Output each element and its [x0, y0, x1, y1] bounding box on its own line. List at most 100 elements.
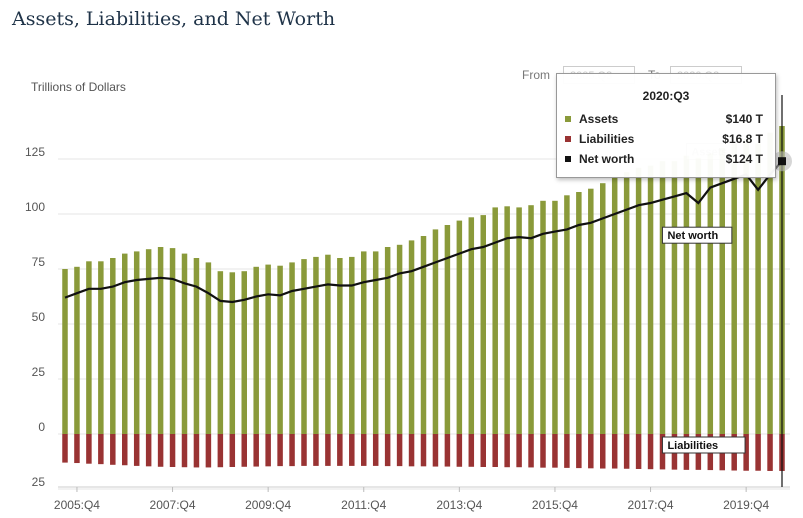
assets-bar — [492, 207, 498, 434]
x-tick-label: 2009:Q4 — [245, 498, 291, 512]
liabilities-bar — [349, 434, 355, 466]
x-tick-label: 2007:Q4 — [150, 498, 196, 512]
tooltip-row-liabilities: Liabilities $16.8 T — [557, 129, 775, 149]
liabilities-bar — [62, 434, 68, 463]
tooltip-period: 2020:Q3 — [642, 89, 690, 103]
assets-bar — [229, 272, 236, 434]
assets-bar — [122, 253, 128, 434]
liabilities-bar — [396, 434, 403, 467]
net-worth-line — [64, 160, 783, 304]
liabilities-bar — [420, 434, 427, 467]
y-tick-label: 25 — [32, 365, 46, 379]
liabilities-bar — [253, 434, 259, 467]
assets-bar — [432, 229, 439, 434]
liabilities-bar — [767, 434, 773, 471]
annotation-box — [661, 226, 733, 244]
liabilities-bar — [516, 434, 522, 468]
assets-bar — [659, 161, 666, 434]
liabilities-bar — [110, 434, 116, 465]
assets-bar — [588, 188, 594, 434]
assets-bar — [169, 248, 176, 434]
annotation-net-worth: Net worth — [661, 226, 733, 244]
liabilities-bar — [74, 434, 80, 464]
tooltip-series-value: $140 T — [725, 112, 763, 126]
liabilities-bar — [157, 434, 164, 467]
liabilities-bar — [122, 434, 128, 466]
liabilities-bar — [193, 434, 200, 468]
liabilities-bar — [372, 434, 379, 466]
x-tick-label: 2013:Q4 — [436, 498, 482, 512]
y-tick-label: 100 — [25, 200, 45, 214]
assets-bar — [623, 172, 630, 434]
assets-bar — [516, 207, 522, 434]
annotation-liabilities: Liabilities — [661, 436, 746, 454]
liabilities-bar — [98, 434, 104, 465]
assets-bar — [349, 256, 355, 434]
range-from-label: From — [522, 68, 550, 82]
assets-bar — [683, 155, 690, 434]
assets-bar — [384, 247, 391, 434]
assets-bar — [265, 264, 271, 434]
liabilities-bar — [337, 434, 343, 466]
assets-bar — [98, 261, 104, 434]
assets-bar — [325, 254, 331, 434]
assets-bar — [444, 225, 451, 434]
liabilities-bar — [145, 434, 152, 467]
assets-swatch-icon — [565, 116, 571, 122]
liabilities-bar — [623, 434, 630, 469]
assets-bar — [695, 157, 702, 434]
liabilities-bar — [169, 434, 176, 467]
liabilities-bar — [133, 434, 140, 466]
assets-bar — [647, 165, 654, 434]
liabilities-bar — [743, 434, 749, 471]
assets-bar — [540, 200, 546, 434]
liabilities-bar — [635, 434, 642, 469]
assets-bar — [313, 256, 319, 434]
assets-bar — [62, 269, 68, 434]
tooltip-row-net-worth: Net worth $124 T — [557, 149, 775, 169]
assets-bar — [528, 205, 534, 434]
x-tick-label: 2015:Q4 — [532, 498, 578, 512]
x-tick-label: 2017:Q4 — [628, 498, 674, 512]
liabilities-bar — [313, 434, 319, 466]
liabilities-bar — [241, 434, 247, 467]
assets-bar — [635, 167, 642, 435]
liabilities-bar — [432, 434, 439, 467]
assets-bar — [408, 240, 415, 434]
liabilities-bar — [588, 434, 594, 469]
tooltip-series-name: Liabilities — [579, 132, 635, 146]
assets-bar — [133, 251, 140, 434]
assets-bar — [767, 132, 773, 434]
assets-bar — [456, 220, 463, 434]
assets-bar — [755, 143, 761, 434]
assets-bar — [241, 271, 247, 434]
assets-bar — [74, 266, 80, 434]
assets-bar — [205, 262, 212, 434]
liabilities-bar — [408, 434, 415, 467]
assets-bar — [361, 251, 367, 434]
liabilities-bar — [492, 434, 498, 467]
assets-bar — [337, 258, 343, 434]
assets-bar — [181, 253, 188, 434]
chart-tooltip: 2020:Q3 Assets $140 T Liabilities $16.8 … — [556, 73, 776, 178]
liabilities-bar — [576, 434, 582, 469]
assets-bar — [145, 249, 152, 434]
liabilities-bar — [528, 434, 534, 468]
assets-bar — [110, 258, 116, 434]
x-tick-label: 2011:Q4 — [341, 498, 386, 512]
assets-bar — [193, 258, 200, 434]
hover-marker — [778, 157, 786, 166]
tooltip-series-name: Assets — [579, 112, 619, 126]
tooltip-series-value: $124 T — [725, 152, 763, 166]
chart-title: Assets, Liabilities, and Net Worth — [12, 8, 336, 30]
liabilities-bar — [456, 434, 463, 467]
liabilities-bar — [468, 434, 475, 467]
assets-bar — [671, 161, 678, 434]
liabilities-bar — [217, 434, 224, 468]
liabilities-bar — [444, 434, 451, 467]
x-tick-label: 2019:Q4 — [723, 498, 769, 512]
tooltip-series-value: $16.8 T — [722, 132, 763, 146]
assets-bar — [253, 266, 259, 434]
annotation-label: Liabilities — [667, 440, 718, 452]
